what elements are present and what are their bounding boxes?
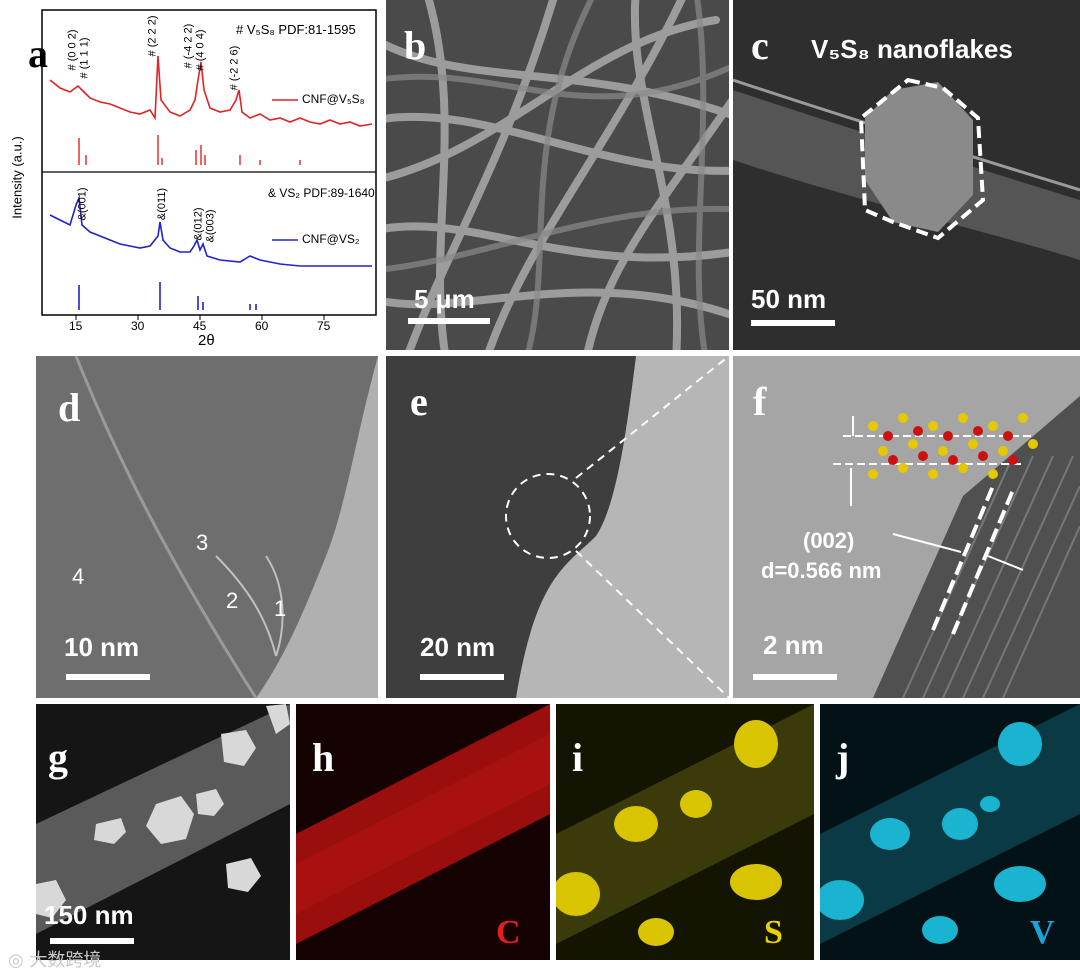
panel-h-carbon-map: h C [296, 704, 550, 960]
peak-label-vs2-012: &(012) [192, 207, 205, 241]
peak-label-vs2-011: &(011) [156, 187, 169, 221]
panel-j-vanadium-map: j V [820, 704, 1080, 960]
layer-label-4: 4 [72, 564, 85, 589]
panel-g-label: g [48, 735, 68, 780]
panel-b-scale-text: 5 μm [414, 284, 475, 314]
nanoflake-image [733, 0, 1080, 350]
panel-d-tem: d 1 2 3 4 10 nm [36, 356, 378, 698]
panel-d-label: d [58, 385, 81, 430]
peak-label-vs2-001: &(001) [76, 187, 89, 221]
peak-label-002: # (0 0 2) [66, 29, 79, 71]
xrd-xtick-30: 30 [131, 319, 145, 333]
panel-a-label: a [28, 31, 48, 76]
watermark-logo-icon: ◎ [8, 950, 30, 971]
panel-a-xrd: a Intensity (a.u.) 2θ 15 30 45 60 75 # V… [0, 0, 382, 350]
vanadium-map-image [820, 704, 1080, 960]
tem-edge-image [386, 356, 729, 698]
peak-label-404: # (4 0 4) [194, 29, 207, 71]
panel-d-scale-text: 10 nm [64, 632, 140, 662]
panel-c-title: V₅S₈ nanoflakes [811, 34, 1013, 64]
panel-i-sulfur-map: i S [556, 704, 814, 960]
panel-e-label: e [410, 379, 428, 424]
layer-label-1: 1 [274, 596, 287, 621]
panel-c-nanoflake: c V₅S₈ nanoflakes 50 nm [733, 0, 1080, 350]
xrd-xtick-75: 75 [317, 319, 331, 333]
panel-e-tem: e 20 nm [386, 356, 729, 698]
haadf-image [36, 704, 290, 960]
layer-label-2: 2 [226, 588, 239, 613]
xrd-xtick-45: 45 [193, 319, 207, 333]
panel-e-scale-bar [420, 674, 504, 680]
panel-i-label: i [572, 735, 584, 780]
panel-b-label: b [404, 23, 427, 68]
xrd-top-curve [49, 55, 373, 127]
nanofiber-image [386, 0, 729, 350]
panel-h-label: h [312, 735, 335, 780]
watermark-text: 大数跨境 [29, 950, 102, 971]
carbon-map-image [296, 704, 550, 960]
panel-g-scale-text: 150 nm [44, 900, 134, 930]
panel-b-sem: b 5 μm [386, 0, 729, 350]
panel-b-scale-bar [408, 318, 490, 324]
panel-h-element: C [496, 914, 521, 951]
panel-c-scale-text: 50 nm [751, 284, 827, 314]
xrd-ylabel: Intensity (a.u.) [9, 136, 25, 219]
peak-label-vs2-003: &(003) [204, 209, 217, 243]
xrd-bottom-legend: CNF@VS₂ [302, 232, 360, 246]
panel-g-haadf: g 150 nm [36, 704, 290, 960]
panel-i-element: S [764, 914, 783, 951]
xrd-top-ref: # V₅S₈ PDF:81-1595 [236, 22, 356, 37]
panel-g-scale-bar [50, 938, 134, 944]
peak-label-422: # (-4 2 2) [182, 23, 195, 69]
d-spacing-label: d=0.566 nm [761, 558, 882, 583]
crystal-structure-model [868, 413, 1038, 479]
panel-d-scale-bar [66, 674, 150, 680]
sulfur-map-image [556, 704, 814, 960]
panel-c-scale-bar [751, 320, 835, 326]
panel-f-hrtem: f (002) d=0.566 nm 2 nm [733, 356, 1080, 698]
panel-f-label: f [753, 379, 767, 424]
xrd-xtick-60: 60 [255, 319, 269, 333]
panel-j-label: j [836, 735, 850, 780]
hrtem-image [733, 356, 1080, 698]
panel-c-label: c [751, 23, 769, 68]
panel-e-scale-text: 20 nm [420, 632, 496, 662]
tem-layers-image [36, 356, 378, 698]
xrd-top-legend: CNF@V₅S₈ [302, 92, 365, 106]
panel-f-scale-bar [753, 674, 837, 680]
watermark: ◎ 大数跨境 [8, 946, 101, 972]
plane-label: (002) [803, 528, 855, 553]
xrd-chart [41, 9, 377, 320]
panel-j-element: V [1030, 914, 1055, 951]
panel-f-scale-text: 2 nm [763, 630, 824, 660]
xrd-bottom-ref: & VS₂ PDF:89-1640 [268, 186, 375, 200]
peak-label-111: # (1 1 1) [78, 37, 91, 79]
layer-label-3: 3 [196, 530, 209, 555]
xrd-xlabel: 2θ [198, 332, 215, 349]
peak-label-226: # (-2 2 6) [228, 45, 241, 91]
xrd-bottom-curve [49, 194, 372, 267]
peak-label-222: # (2 2 2) [146, 15, 159, 57]
xrd-xtick-15: 15 [69, 319, 83, 333]
